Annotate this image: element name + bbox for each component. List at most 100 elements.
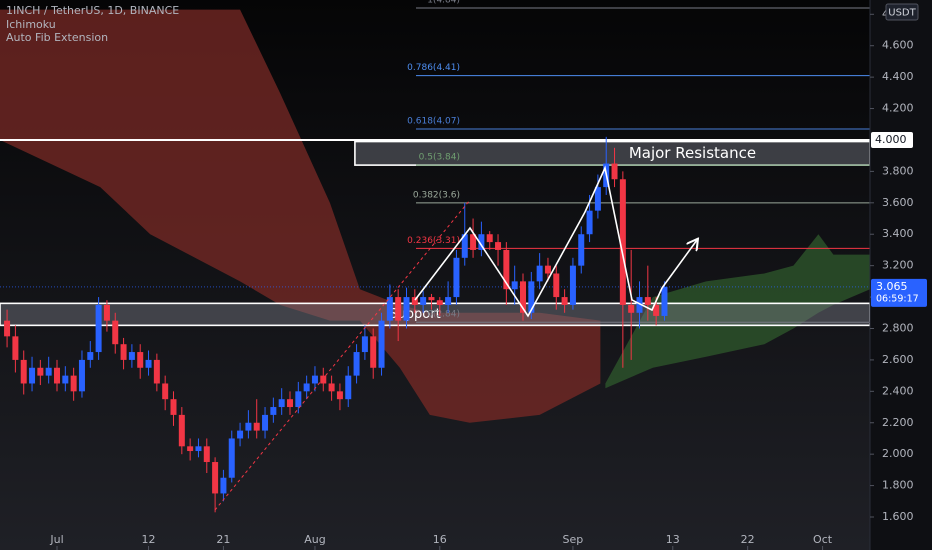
x-tick-label: 21 [216,533,230,546]
candle-body [295,391,302,408]
candle-body [503,249,510,290]
candle-body [561,297,568,305]
candle-body [511,281,518,290]
candle-body [170,399,177,415]
candle-body [145,359,152,368]
candle-body [470,234,477,250]
candle-body [195,446,202,452]
x-tick-label: Sep [563,533,584,546]
candle-body [203,446,210,463]
fib-label: 0.786(4.41) [407,63,460,73]
candle-body [54,367,61,384]
y-tick-label: 4.400 [882,70,914,83]
candle-body [453,257,460,298]
x-tick-label: Oct [813,533,833,546]
x-tick-label: 22 [741,533,755,546]
unit-badge [885,3,919,21]
y-tick-label: 2.200 [882,416,914,429]
candle-body [120,344,127,360]
last-price-badge [871,278,927,307]
candle-body [378,320,385,368]
candle-body [436,300,443,305]
candle-body [361,336,368,353]
candle-body [519,281,526,313]
candle-body [178,414,185,447]
candle-body [653,304,660,316]
x-tick-label: Jul [49,533,63,546]
candle-body [661,286,668,316]
candle-body [420,297,427,305]
fib-label: 0.618(4.07) [407,116,460,126]
candle-body [311,375,318,384]
drawings [214,165,697,511]
candle-body [619,179,626,305]
candle-body [103,304,110,321]
y-tick-label: 2.800 [882,321,914,334]
candle-body [29,367,36,384]
candle-body [353,352,360,376]
ichimoku-cloud [0,9,601,423]
y-tick-label: 4.200 [882,102,914,115]
candle-body [495,242,502,250]
candle-body [544,265,551,274]
y-tick-label: 3.800 [882,164,914,177]
candle-body [62,375,69,384]
price-line-label: 4.000 [875,133,907,146]
candle-body [187,446,194,452]
y-tick-label: 1.600 [882,510,914,523]
candle-body [411,297,418,305]
zigzag [414,165,663,318]
x-tick-label: 16 [433,533,447,546]
candle-body [303,383,310,392]
candle-body [95,304,102,353]
candle-body [4,320,11,337]
arrow [661,240,697,289]
candle-body [403,297,410,321]
y-tick-label: 2.400 [882,384,914,397]
candle-body [536,265,543,282]
candle-body [228,438,235,478]
candle-body [137,352,144,368]
symbol-title: 1INCH / TetherUS, 1D, BINANCE [6,4,179,17]
y-tick-label: 2.000 [882,447,914,460]
candle-body [345,375,352,400]
candle-body [644,297,651,305]
y-tick-label: 3.200 [882,259,914,272]
price-line-badge [871,131,913,148]
trend-line [214,199,471,511]
candle-body [445,297,452,305]
zone-label: Major Resistance [629,144,756,162]
unit-label: USDT [888,8,916,19]
candle-body [112,320,119,345]
candle-body [20,359,27,384]
y-tick-label: 4.600 [882,39,914,52]
candle-body [245,422,252,431]
candle-body [428,297,435,301]
candle-body [636,297,643,313]
candle-body [237,430,244,439]
candle-body [320,375,327,384]
y-tick-label: 3.400 [882,227,914,240]
x-tick-label: 12 [142,533,156,546]
candle-body [578,234,585,266]
last-price-label: 3.065 [876,280,908,293]
candle-body [586,210,593,235]
fib-label: 0.382(3.6) [413,190,460,200]
fib-label: 1(4.84) [427,0,460,6]
price-axis [870,0,932,550]
candle-body [370,336,377,368]
countdown-label: 06:59:17 [876,293,919,304]
candle-body [45,367,52,376]
candle-body [70,375,77,392]
candle-body [628,304,635,313]
zone-label: Support [389,307,440,322]
indicator-name: Auto Fib Extension [6,31,108,44]
legend: 1INCH / TetherUS, 1D, BINANCE Ichimoku A… [6,4,179,44]
fib-label: 0.5(3.84) [419,153,460,163]
candle-body [611,163,618,180]
candle-body [386,297,393,321]
y-tick-label: 1.800 [882,479,914,492]
candle-body [262,414,269,431]
